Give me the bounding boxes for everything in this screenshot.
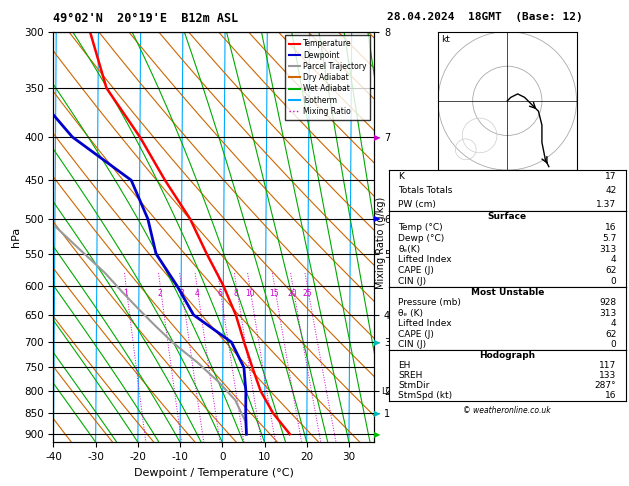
- Text: 313: 313: [599, 244, 616, 254]
- Text: 4: 4: [194, 289, 199, 298]
- Text: θₑ(K): θₑ(K): [398, 244, 420, 254]
- Y-axis label: km
ASL: km ASL: [392, 215, 411, 237]
- Text: CIN (J): CIN (J): [398, 340, 426, 349]
- Text: Surface: Surface: [487, 212, 527, 221]
- Text: © weatheronline.co.uk: © weatheronline.co.uk: [464, 406, 551, 415]
- Text: 28.04.2024  18GMT  (Base: 12): 28.04.2024 18GMT (Base: 12): [387, 12, 582, 22]
- Legend: Temperature, Dewpoint, Parcel Trajectory, Dry Adiabat, Wet Adiabat, Isotherm, Mi: Temperature, Dewpoint, Parcel Trajectory…: [285, 35, 370, 120]
- Text: kt: kt: [442, 35, 450, 44]
- Text: ▶: ▶: [374, 133, 381, 141]
- Y-axis label: hPa: hPa: [11, 227, 21, 247]
- Text: 1: 1: [124, 289, 128, 298]
- Text: 117: 117: [599, 361, 616, 370]
- Text: 42: 42: [605, 186, 616, 195]
- Text: CAPE (J): CAPE (J): [398, 266, 434, 275]
- Text: 49°02'N  20°19'E  B12m ASL: 49°02'N 20°19'E B12m ASL: [53, 12, 239, 25]
- Text: 8: 8: [234, 289, 238, 298]
- Text: Hodograph: Hodograph: [479, 350, 535, 360]
- Text: StmDir: StmDir: [398, 381, 430, 390]
- Text: Most Unstable: Most Unstable: [470, 288, 544, 296]
- Text: 0: 0: [611, 340, 616, 349]
- Text: 17: 17: [605, 173, 616, 181]
- Text: LCL: LCL: [381, 386, 396, 396]
- Text: PW (cm): PW (cm): [398, 200, 436, 209]
- Text: 313: 313: [599, 309, 616, 317]
- Text: 62: 62: [605, 266, 616, 275]
- Text: K: K: [398, 173, 404, 181]
- Text: 15: 15: [270, 289, 279, 298]
- Text: 16: 16: [605, 223, 616, 232]
- Text: 0: 0: [611, 277, 616, 286]
- Text: Pressure (mb): Pressure (mb): [398, 298, 461, 307]
- Text: 3: 3: [179, 289, 184, 298]
- Text: 4: 4: [611, 319, 616, 328]
- Text: Mixing Ratio (g/kg): Mixing Ratio (g/kg): [376, 197, 386, 289]
- Text: ▶: ▶: [374, 409, 381, 418]
- Text: ▶: ▶: [374, 214, 381, 223]
- Text: CIN (J): CIN (J): [398, 277, 426, 286]
- Text: Dewp (°C): Dewp (°C): [398, 234, 445, 243]
- Text: 6: 6: [217, 289, 222, 298]
- Text: 928: 928: [599, 298, 616, 307]
- Text: 1.37: 1.37: [596, 200, 616, 209]
- Text: ▶: ▶: [374, 338, 381, 347]
- Text: CAPE (J): CAPE (J): [398, 330, 434, 339]
- Text: θₑ (K): θₑ (K): [398, 309, 423, 317]
- Text: Totals Totals: Totals Totals: [398, 186, 453, 195]
- Text: Temp (°C): Temp (°C): [398, 223, 443, 232]
- Text: 5.7: 5.7: [602, 234, 616, 243]
- Text: 16: 16: [605, 391, 616, 400]
- Text: 2: 2: [158, 289, 162, 298]
- Text: 133: 133: [599, 371, 616, 380]
- Text: 62: 62: [605, 330, 616, 339]
- Text: Lifted Index: Lifted Index: [398, 255, 452, 264]
- Text: 20: 20: [288, 289, 298, 298]
- Text: 10: 10: [245, 289, 254, 298]
- X-axis label: Dewpoint / Temperature (°C): Dewpoint / Temperature (°C): [134, 468, 294, 478]
- Text: StmSpd (kt): StmSpd (kt): [398, 391, 452, 400]
- Text: 4: 4: [611, 255, 616, 264]
- Text: 287°: 287°: [595, 381, 616, 390]
- Text: EH: EH: [398, 361, 411, 370]
- Text: Lifted Index: Lifted Index: [398, 319, 452, 328]
- Text: SREH: SREH: [398, 371, 423, 380]
- Text: 25: 25: [303, 289, 312, 298]
- Text: ▶: ▶: [374, 430, 381, 439]
